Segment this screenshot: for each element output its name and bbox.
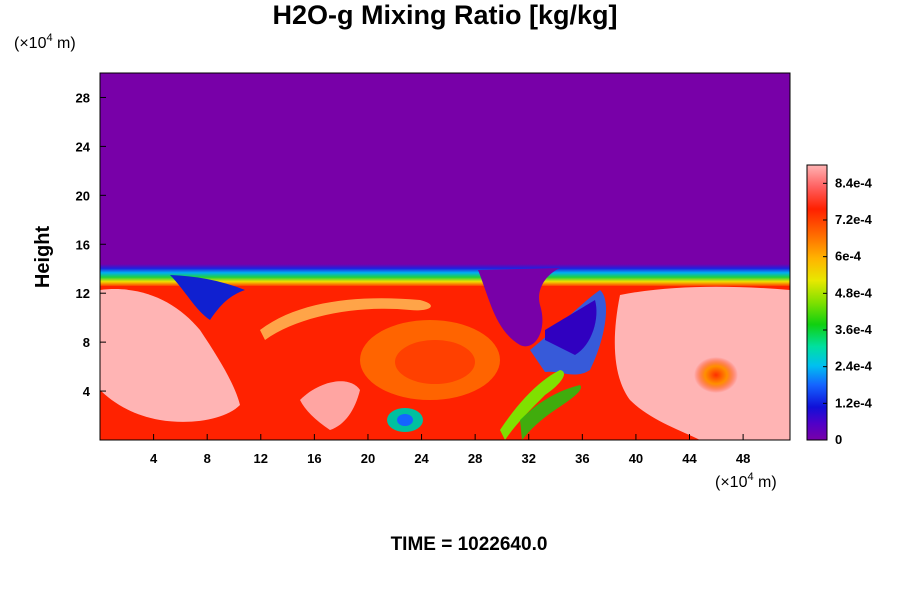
y-tick-label: 28 [76,90,90,105]
y-tick-label: 8 [83,335,90,350]
x-tick-label: 20 [361,451,375,466]
y-axis-label: Height [32,226,54,289]
x-tick-label: 40 [629,451,643,466]
colorbar-tick-label: 7.2e-4 [835,212,873,227]
chart-title: H2O-g Mixing Ratio [kg/kg] [272,0,617,30]
x-tick-label: 16 [307,451,321,466]
filament-1 [500,370,565,440]
streak-2 [300,381,360,430]
streak-1 [260,298,431,340]
left-dry-pocket [170,275,245,320]
x-tick-label: 48 [736,451,750,466]
x-tick-label: 32 [522,451,536,466]
x-axis-ticks: 4 8 12 16 20 24 28 32 36 40 44 48 [150,434,750,466]
x-tick-label: 24 [414,451,429,466]
colorbar-tick-label: 6e-4 [835,249,862,264]
y-tick-label: 4 [83,384,91,399]
x-tick-label: 28 [468,451,482,466]
heatmap-plot [100,73,790,440]
y-tick-label: 20 [76,188,90,203]
left-moist-core [100,289,240,422]
x-tick-label: 4 [150,451,158,466]
y-axis-units: (×104 m) [14,32,76,52]
eddy-right [694,357,738,393]
eddy-center-inner [395,340,475,384]
colorbar-tick-label: 2.4e-4 [835,359,873,374]
intrusion-core [545,300,597,355]
eddy-low-core [397,414,413,426]
colorbar-tick-label: 1.2e-4 [835,395,873,410]
colorbar-tick-label: 3.6e-4 [835,322,873,337]
dry-intrusion [478,268,560,347]
y-tick-label: 16 [76,237,90,252]
filament-2 [520,385,581,440]
x-tick-label: 36 [575,451,589,466]
colorbar-tick-label: 0 [835,432,842,447]
y-tick-label: 24 [76,139,91,154]
plot-frame [99,72,791,441]
time-label: TIME = 1022640.0 [391,534,548,555]
x-tick-label: 44 [682,451,697,466]
colorbar-labels: 0 1.2e-4 2.4e-4 3.6e-4 4.8e-4 6e-4 7.2e-4 8.4e-… [823,175,873,447]
colorbar-tick-label: 8.4e-4 [835,175,873,190]
transition-band [100,264,790,286]
y-tick-label: 12 [76,286,90,301]
x-tick-label: 12 [254,451,268,466]
x-axis-units: (×104 m) [715,471,777,491]
y-axis-ticks: 4 8 12 16 20 24 28 [76,90,106,399]
colorbar [806,164,828,441]
x-tick-label: 8 [204,451,211,466]
colorbar-tick-label: 4.8e-4 [835,285,873,300]
